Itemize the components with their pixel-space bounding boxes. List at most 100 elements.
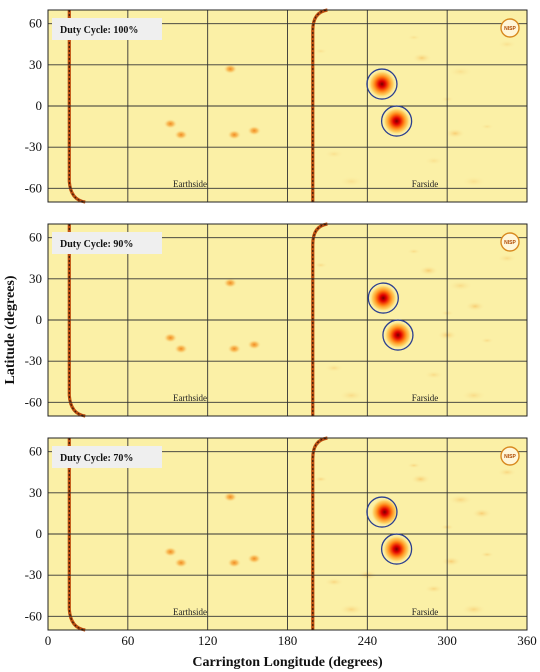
farside-texture — [406, 462, 421, 469]
hotspot — [410, 474, 431, 485]
nisp-logo: NISP — [500, 18, 520, 38]
y-tick-label: 0 — [36, 98, 43, 113]
panel-2: Duty Cycle: 90% Earthside Farside NISP 60 30 0… — [25, 222, 528, 418]
hotspot — [247, 125, 262, 136]
farside-texture — [313, 48, 328, 55]
farside-label: Farside — [412, 393, 439, 403]
region-circle — [382, 319, 414, 351]
y-tick-label: 0 — [36, 526, 43, 541]
limb-curve-core — [68, 438, 86, 631]
duty-cycle-label: Duty Cycle: 90% — [60, 239, 133, 250]
duty-cycle-label-box: Duty Cycle: 70% — [52, 446, 162, 468]
hotspot — [370, 498, 399, 527]
earthside-label: Earthside — [173, 179, 207, 189]
farside-texture — [406, 248, 421, 255]
farside-label: Farside — [412, 607, 439, 617]
farside-texture — [313, 476, 328, 483]
region-circle — [366, 496, 398, 528]
x-tick-label: 360 — [517, 633, 537, 648]
hotspot — [247, 553, 262, 564]
y-tick-label: 30 — [29, 271, 42, 286]
duty-cycle-label-box: Duty Cycle: 90% — [52, 232, 162, 254]
farside-texture — [447, 494, 474, 506]
y-tick-label: -60 — [25, 394, 42, 409]
earthside-label: Earthside — [173, 393, 207, 403]
limb-curve-core — [68, 224, 86, 417]
logo-ring — [500, 232, 520, 252]
farside-texture — [406, 34, 421, 41]
panel-1: Duty Cycle: 100% Earthside Farside NISP 60 30… — [25, 8, 528, 204]
region-circle — [380, 533, 413, 565]
y-tick-label: 0 — [36, 312, 43, 327]
duty-cycle-label-bg — [52, 232, 162, 254]
farside-texture — [424, 584, 444, 594]
region-circle — [367, 282, 399, 314]
limb-curve-core — [312, 9, 328, 202]
hotspot — [223, 491, 238, 502]
farside-texture — [497, 254, 517, 263]
farside-texture — [480, 337, 495, 344]
panel-frame — [47, 223, 528, 417]
hotspot — [367, 70, 396, 99]
hotspot — [223, 63, 238, 74]
panel-3: Duty Cycle: 70% Earthside Farside NISP 60 30 0… — [25, 436, 528, 632]
farside-texture — [447, 66, 474, 78]
farside-texture — [338, 176, 364, 187]
y-tick-label: 60 — [29, 444, 42, 459]
hotspot — [174, 343, 189, 354]
hotspot — [247, 339, 262, 350]
y-tick-label: 60 — [29, 16, 42, 31]
x-tick-label: 0 — [45, 633, 52, 648]
y-tick-label: -30 — [25, 567, 42, 582]
farside-texture — [461, 390, 487, 401]
farside-texture — [324, 363, 344, 373]
hotspot — [465, 301, 486, 312]
farside-texture — [338, 604, 364, 615]
farside-texture — [313, 262, 328, 269]
panels-group: Duty Cycle: 100% Earthside Farside NISP 60 30… — [25, 8, 528, 632]
duty-cycle-label: Duty Cycle: 100% — [60, 25, 138, 36]
y-tick-label: 60 — [29, 230, 42, 245]
limb-curve-core — [312, 437, 328, 630]
hotspot — [471, 508, 492, 519]
nisp-logo: NISP — [500, 232, 520, 252]
y-tick-label: -60 — [25, 180, 42, 195]
farside-texture — [497, 40, 517, 49]
hotspot — [382, 535, 411, 564]
limb-curve-core — [312, 223, 328, 416]
y-tick-label: -30 — [25, 139, 42, 154]
duty-cycle-label-box: Duty Cycle: 100% — [52, 18, 162, 40]
region-circle — [366, 68, 398, 100]
x-tick-label: 180 — [278, 633, 298, 648]
hotspot — [369, 284, 398, 313]
panel-frame — [47, 437, 528, 631]
farside-texture — [324, 577, 344, 587]
x-axis-label: Carrington Longitude (degrees) — [192, 655, 383, 670]
hotspot — [418, 265, 439, 276]
hotspot — [383, 321, 412, 350]
y-tick-label: -30 — [25, 353, 42, 368]
hotspot — [227, 343, 242, 354]
logo-ring — [500, 18, 520, 38]
y-tick-label: 30 — [29, 57, 42, 72]
farside-texture — [424, 370, 444, 380]
logo-text: NISP — [504, 454, 516, 460]
farside-texture — [461, 176, 487, 187]
hotspot — [382, 107, 411, 136]
hotspot — [163, 118, 178, 129]
duty-cycle-label-bg — [52, 446, 162, 468]
hotspot — [163, 332, 178, 343]
farside-texture — [324, 149, 344, 159]
farside-texture — [480, 123, 495, 130]
farside-texture — [424, 156, 444, 166]
hotspot — [441, 556, 462, 567]
hotspot — [223, 277, 238, 288]
nisp-logo: NISP — [500, 446, 520, 466]
hotspot — [174, 557, 189, 568]
hotspot — [174, 129, 189, 140]
farside-label: Farside — [412, 179, 439, 189]
hotspot — [227, 557, 242, 568]
y-axis-label: Latitude (degrees) — [3, 275, 18, 384]
x-tick-label: 300 — [437, 633, 457, 648]
